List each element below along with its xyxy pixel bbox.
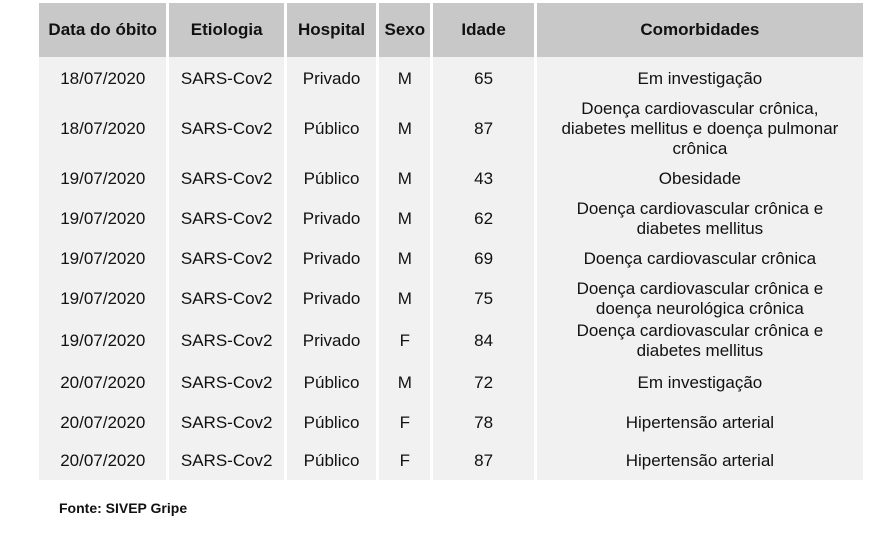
cell-etiology: SARS-Cov2: [169, 239, 284, 279]
cell-date: 19/07/2020: [39, 198, 167, 239]
table-row: 19/07/2020 SARS-Cov2 Público M 43 Obesidade: [39, 159, 863, 198]
table-row: 19/07/2020 SARS-Cov2 Privado M 75 Doença card…: [39, 279, 863, 319]
cell-etiology: SARS-Cov2: [169, 319, 284, 363]
comorbidity-line: Obesidade: [658, 168, 741, 188]
table-row: 18/07/2020 SARS-Cov2 Privado M 65 Em investig…: [39, 57, 863, 98]
cell-etiology: SARS-Cov2: [169, 57, 284, 98]
cell-etiology: SARS-Cov2: [169, 363, 284, 403]
deaths-table: Data do óbito Etiologia Hospital Sexo Id…: [36, 3, 866, 480]
cell-age: 78: [433, 403, 534, 442]
comorbidity-line: Doença cardiovascular crônica: [583, 249, 817, 268]
cell-age: 75: [433, 279, 534, 319]
cell-etiology: SARS-Cov2: [169, 198, 284, 239]
cell-hospital: Privado: [286, 279, 377, 319]
cell-comorbidities: Hipertensão arterial: [536, 403, 863, 442]
table-row: 19/07/2020 SARS-Cov2 Privado M 62 Doença card…: [39, 198, 863, 239]
comorbidity-line: diabetes mellitus: [636, 341, 764, 360]
cell-age: 84: [433, 319, 534, 363]
cell-hospital: Público: [286, 98, 377, 159]
table-row: 20/07/2020 SARS-Cov2 Público F 87 Hipertensão…: [39, 442, 863, 480]
comorbidity-line: Doença cardiovascular crônica e: [576, 198, 824, 218]
comorbidity-line: diabetes mellitus: [636, 218, 764, 238]
cell-hospital: Privado: [286, 319, 377, 363]
cell-etiology: SARS-Cov2: [169, 98, 284, 159]
cell-sex: M: [379, 279, 431, 319]
cell-hospital: Público: [286, 159, 377, 198]
cell-date: 18/07/2020: [39, 57, 167, 98]
cell-age: 69: [433, 239, 534, 279]
table-row: 19/07/2020 SARS-Cov2 Privado F 84 Doença card…: [39, 319, 863, 363]
cell-date: 19/07/2020: [39, 319, 167, 363]
comorbidity-line: Doença cardiovascular crônica e: [576, 279, 824, 298]
cell-comorbidities: Doença cardiovascular crônica: [536, 239, 863, 279]
cell-hospital: Público: [286, 442, 377, 480]
header-etiology: Etiologia: [169, 3, 284, 57]
cell-sex: M: [379, 159, 431, 198]
comorbidity-line: Em investigação: [637, 69, 763, 88]
cell-sex: M: [379, 57, 431, 98]
cell-sex: F: [379, 442, 431, 480]
cell-etiology: SARS-Cov2: [169, 279, 284, 319]
header-date: Data do óbito: [39, 3, 167, 57]
comorbidity-line: doença neurológica crônica: [595, 299, 804, 318]
comorbidity-line: Doença cardiovascular crônica e: [576, 321, 824, 340]
cell-date: 19/07/2020: [39, 279, 167, 319]
cell-sex: F: [379, 403, 431, 442]
cell-age: 87: [433, 98, 534, 159]
header-age: Idade: [433, 3, 534, 57]
cell-sex: M: [379, 198, 431, 239]
comorbidity-line: Hipertensão arterial: [625, 412, 775, 432]
cell-hospital: Público: [286, 363, 377, 403]
header-hospital: Hospital: [286, 3, 377, 57]
cell-etiology: SARS-Cov2: [169, 442, 284, 480]
cell-date: 20/07/2020: [39, 403, 167, 442]
source-note: Fonte: SIVEP Gripe: [59, 500, 188, 516]
comorbidity-line: Em investigação: [637, 373, 763, 392]
header-comorbidities: Comorbidades: [536, 3, 863, 57]
cell-age: 87: [433, 442, 534, 480]
cell-etiology: SARS-Cov2: [169, 403, 284, 442]
cell-comorbidities: Obesidade: [536, 159, 863, 198]
header-sex: Sexo: [379, 3, 431, 57]
cell-comorbidities: Em investigação: [536, 57, 863, 98]
table-header-row: Data do óbito Etiologia Hospital Sexo Id…: [39, 3, 863, 57]
cell-hospital: Privado: [286, 198, 377, 239]
comorbidity-line: diabetes mellitus e doença pulmonar: [561, 118, 839, 138]
cell-hospital: Privado: [286, 57, 377, 98]
table-row: 20/07/2020 SARS-Cov2 Público M 72 Em investig…: [39, 363, 863, 403]
cell-date: 19/07/2020: [39, 159, 167, 198]
table-row: 20/07/2020 SARS-Cov2 Público F 78 Hipertensão…: [39, 403, 863, 442]
cell-etiology: SARS-Cov2: [169, 159, 284, 198]
cell-age: 43: [433, 159, 534, 198]
comorbidity-line: Doença cardiovascular crônica,: [581, 98, 819, 118]
comorbidity-line: crônica: [672, 138, 728, 158]
comorbidity-line: Hipertensão arterial: [625, 451, 775, 470]
table-row: 18/07/2020 SARS-Cov2 Público M 87 Doença card…: [39, 98, 863, 159]
cell-hospital: Público: [286, 403, 377, 442]
cell-sex: F: [379, 319, 431, 363]
cell-comorbidities: Em investigação: [536, 363, 863, 403]
cell-comorbidities: Doença cardiovascular crônica e diabetes …: [536, 319, 863, 363]
cell-age: 65: [433, 57, 534, 98]
cell-comorbidities: Doença cardiovascular crônica e diabetes …: [536, 198, 863, 239]
deaths-table-container: Data do óbito Etiologia Hospital Sexo Id…: [36, 3, 866, 480]
cell-comorbidities: Doença cardiovascular crônica, diabetes m…: [536, 98, 863, 159]
cell-hospital: Privado: [286, 239, 377, 279]
cell-date: 19/07/2020: [39, 239, 167, 279]
cell-age: 62: [433, 198, 534, 239]
table-row: 19/07/2020 SARS-Cov2 Privado M 69 Doença card…: [39, 239, 863, 279]
cell-date: 20/07/2020: [39, 442, 167, 480]
cell-sex: M: [379, 98, 431, 159]
cell-sex: M: [379, 363, 431, 403]
cell-comorbidities: Doença cardiovascular crônica e doença ne…: [536, 279, 863, 319]
cell-date: 20/07/2020: [39, 363, 167, 403]
cell-comorbidities: Hipertensão arterial: [536, 442, 863, 480]
cell-age: 72: [433, 363, 534, 403]
cell-sex: M: [379, 239, 431, 279]
table-body: 18/07/2020 SARS-Cov2 Privado M 65 Em investig…: [39, 57, 863, 480]
cell-date: 18/07/2020: [39, 98, 167, 159]
